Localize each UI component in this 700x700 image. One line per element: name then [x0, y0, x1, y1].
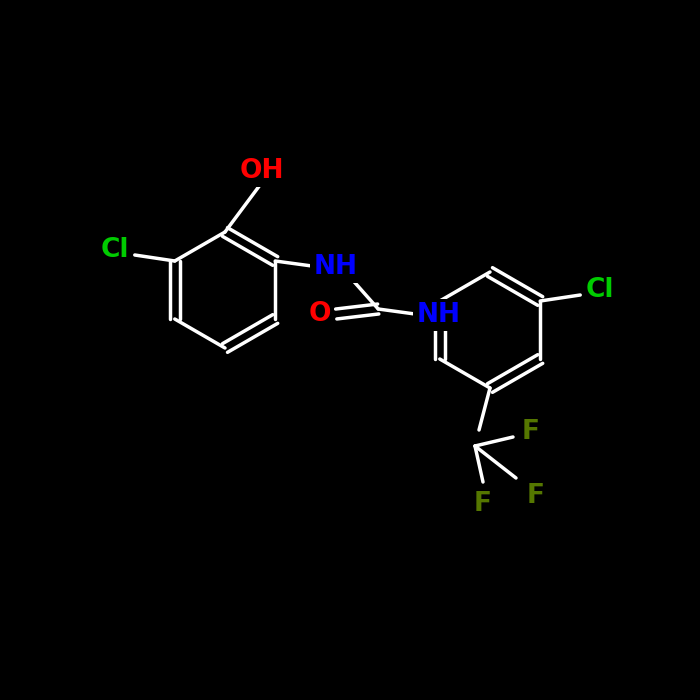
- Text: F: F: [474, 491, 492, 517]
- Text: NH: NH: [416, 302, 460, 328]
- Text: O: O: [309, 301, 332, 327]
- Text: F: F: [522, 419, 540, 445]
- Text: Cl: Cl: [101, 237, 129, 263]
- Text: F: F: [527, 483, 545, 509]
- Text: Cl: Cl: [586, 277, 615, 303]
- Text: NH: NH: [313, 254, 357, 280]
- Text: OH: OH: [239, 158, 284, 184]
